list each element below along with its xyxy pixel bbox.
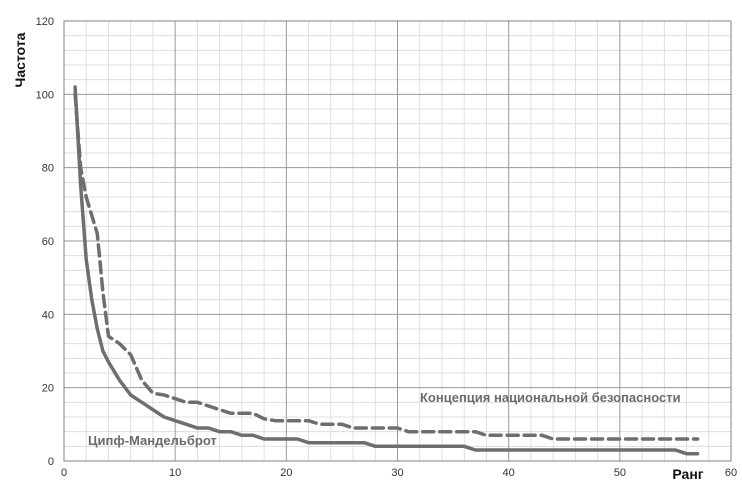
y-tick-label: 20 — [42, 383, 54, 395]
x-tick-label: 20 — [280, 467, 292, 479]
x-tick-label: 30 — [391, 467, 403, 479]
tick-labels: 0 10 20 30 40 50 60 0 20 40 60 80 100 120 — [36, 16, 737, 479]
y-tick-label: 60 — [42, 236, 54, 248]
x-tick-label: 0 — [61, 467, 67, 479]
series-layer — [73, 85, 700, 456]
plot-frame — [63, 20, 732, 462]
y-tick-label: 100 — [36, 89, 54, 101]
annotation-kontseptsiya: Концепция национальной безопасности — [420, 390, 681, 405]
y-axis-title: Частота — [12, 32, 28, 87]
x-tick-label: 40 — [503, 467, 515, 479]
y-tick-label: 0 — [48, 456, 54, 468]
x-tick-label: 10 — [169, 467, 181, 479]
x-tick-label: 50 — [614, 467, 626, 479]
y-tick-label: 120 — [36, 16, 54, 28]
x-tick-label: 60 — [725, 467, 737, 479]
annotation-zipf-mandelbrot: Ципф-Мандельброт — [88, 433, 217, 448]
x-axis-title: Ранг — [672, 466, 703, 482]
series-line-kontseptsiya — [73, 92, 700, 441]
y-tick-label: 40 — [42, 309, 54, 321]
series-line-zipf-mandelbrot — [73, 85, 700, 456]
y-tick-label: 80 — [42, 163, 54, 175]
